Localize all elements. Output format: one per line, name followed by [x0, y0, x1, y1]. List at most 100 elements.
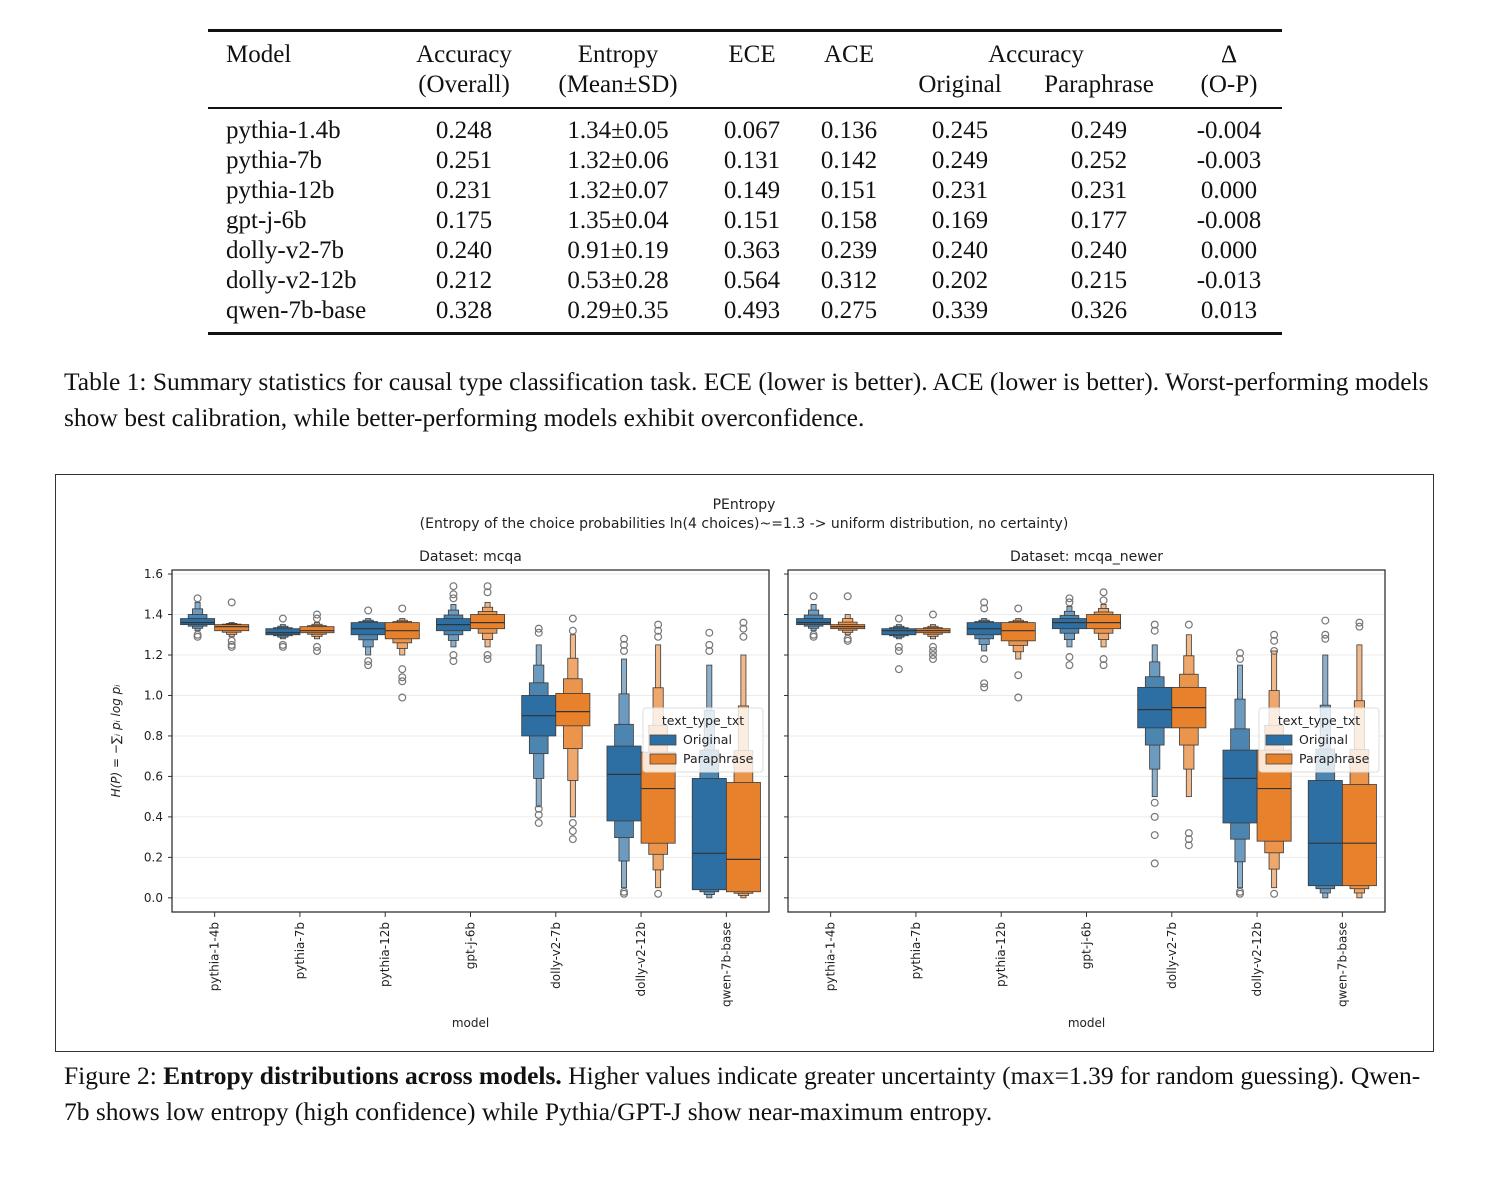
table-cell: -0.003 — [1196, 147, 1262, 174]
outlier-point — [1014, 671, 1023, 680]
outlier-point — [278, 614, 287, 623]
outlier-point — [1065, 598, 1074, 607]
outlier-point — [1321, 616, 1330, 625]
outlier-point — [568, 818, 577, 827]
table-cell: 0.131 — [723, 147, 781, 174]
legend-swatch-paraphrase — [649, 753, 677, 765]
outlier-point — [227, 636, 236, 645]
outlier-point — [1150, 798, 1159, 807]
boxen-level — [180, 618, 216, 626]
outlier-point — [449, 594, 458, 603]
outlier-point — [227, 642, 236, 651]
x-tick-label: dolly-v2-7b — [1165, 922, 1179, 989]
header-ace: ACE — [824, 41, 874, 68]
table-top-rule — [208, 29, 1282, 32]
table-cell: 0.339 — [931, 297, 989, 324]
table-bottom-rule — [208, 332, 1282, 335]
outlier-point — [227, 598, 236, 607]
table-cell: 0.142 — [820, 147, 878, 174]
table-cell: 0.158 — [820, 207, 878, 234]
boxen-level — [1137, 686, 1173, 729]
table-cell: 0.212 — [435, 267, 493, 294]
boxen-level — [299, 626, 335, 634]
table-cell: 0.151 — [723, 207, 781, 234]
x-tick-label: qwen-7b-base — [719, 922, 733, 1007]
table-cell: 0.275 — [820, 297, 878, 324]
outlier-point — [1099, 596, 1108, 605]
x-tick-label: gpt-j-6b — [1080, 922, 1094, 969]
outlier-point — [534, 818, 543, 827]
outlier-point — [928, 642, 937, 651]
legend-swatch-original — [1265, 734, 1293, 746]
outlier-point — [1150, 626, 1159, 635]
outlier-point — [654, 620, 663, 629]
outlier-point — [1014, 604, 1023, 613]
x-tick-label: dolly-v2-7b — [549, 922, 563, 989]
outlier-point — [312, 610, 321, 619]
x-tick-label: pythia-1-4b — [824, 922, 838, 991]
boxen-level — [1000, 622, 1036, 642]
outlier-point — [1065, 661, 1074, 670]
legend-title: text_type_txt — [1278, 713, 1360, 728]
outlier-point — [980, 655, 989, 664]
table-cell: 0.240 — [1070, 237, 1128, 264]
table-row-model: pythia-12b — [226, 177, 335, 204]
outlier-point — [278, 642, 287, 651]
outlier-point — [398, 673, 407, 682]
outlier-point — [483, 650, 492, 659]
legend-swatch-paraphrase — [1265, 753, 1293, 765]
outlier-point — [928, 646, 937, 655]
boxen-level — [555, 693, 591, 727]
outlier-point — [809, 632, 818, 641]
boxen-level — [1086, 614, 1122, 630]
outlier-point — [398, 677, 407, 686]
outlier-point — [1065, 594, 1074, 603]
table-cell: 0.493 — [723, 297, 781, 324]
outlier-point — [398, 604, 407, 613]
table-cell: 0.175 — [435, 207, 493, 234]
outlier-point — [364, 661, 373, 670]
outlier-point — [1270, 630, 1279, 639]
x-tick-label: dolly-v2-12b — [634, 922, 648, 996]
outlier-point — [705, 628, 714, 637]
outlier-point — [193, 594, 202, 603]
outlier-point — [739, 632, 748, 641]
header-paraphrase: Paraphrase — [1044, 71, 1154, 98]
figure-caption: Figure 2: Entropy distributions across m… — [64, 1058, 1434, 1130]
table-cell: -0.013 — [1196, 267, 1262, 294]
outlier-point — [312, 646, 321, 655]
outlier-point — [980, 598, 989, 607]
outlier-point — [1150, 812, 1159, 821]
table-cell: 0.53±0.28 — [567, 267, 669, 294]
table-cell: 0.564 — [723, 267, 781, 294]
x-tick-label: pythia-1-4b — [208, 922, 222, 991]
outlier-point — [483, 582, 492, 591]
outlier-point — [809, 592, 818, 601]
outlier-point — [739, 624, 748, 633]
outlier-point — [1355, 618, 1364, 627]
outlier-point — [1270, 636, 1279, 645]
header-delta: Δ — [1220, 41, 1238, 68]
outlier-point — [654, 889, 663, 898]
header-entropy-sub: (Mean±SD) — [558, 71, 678, 98]
outlier-point — [1270, 889, 1279, 898]
outlier-point — [364, 657, 373, 666]
outlier-point — [705, 640, 714, 649]
outlier-point — [449, 650, 458, 659]
table-cell: 0.231 — [1070, 177, 1128, 204]
table-row-model: gpt-j-6b — [226, 207, 307, 234]
legend-swatch-original — [649, 734, 677, 746]
header-ece: ECE — [728, 41, 776, 68]
header-accuracy-overall-sub: (Overall) — [418, 71, 510, 98]
boxen-level — [725, 782, 761, 893]
table-row-model: pythia-1.4b — [226, 117, 341, 144]
entropy-boxen-chart: PEntropy (Entropy of the choice probabili… — [109, 497, 1386, 1030]
outlier-point — [1236, 655, 1245, 664]
table-cell: 1.32±0.07 — [567, 177, 669, 204]
table-cell: 0.149 — [723, 177, 781, 204]
outlier-point — [1099, 661, 1108, 670]
boxen-level — [881, 628, 917, 636]
outlier-point — [1065, 653, 1074, 662]
table-row-model: dolly-v2-12b — [226, 267, 357, 294]
outlier-point — [449, 590, 458, 599]
